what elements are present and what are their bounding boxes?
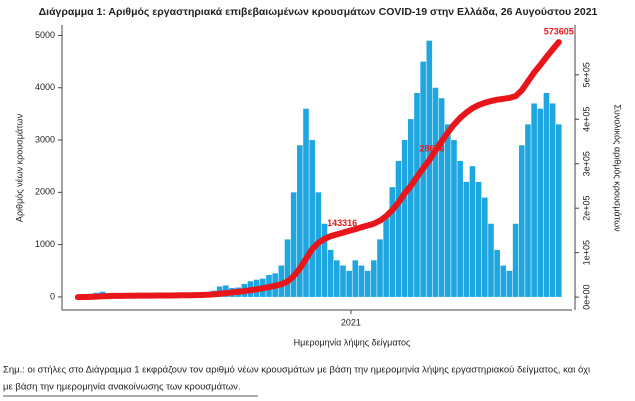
y2-tick-label: 3e+05	[581, 151, 591, 176]
bar	[438, 98, 445, 297]
bar	[408, 119, 414, 297]
bar	[401, 140, 408, 297]
bar	[481, 197, 488, 297]
bar	[327, 249, 334, 297]
bar	[395, 160, 402, 297]
cumulative-line	[74, 39, 562, 301]
bar	[389, 187, 396, 297]
bar	[525, 124, 531, 297]
bar	[555, 124, 562, 297]
bar	[414, 92, 420, 297]
bar	[494, 249, 500, 297]
bar	[383, 218, 389, 297]
bar	[358, 265, 365, 297]
bar	[364, 270, 371, 297]
note-line: Σημ.: οι στήλες στο Διάγραμμα 1 εκφράζου…	[3, 365, 590, 376]
bar	[445, 124, 451, 297]
bar	[451, 140, 457, 297]
y-tick-label: 0	[50, 291, 55, 301]
y-tick-label: 2000	[35, 187, 55, 197]
annotation: 143316	[327, 218, 357, 228]
x-tick-label: 2021	[341, 317, 361, 327]
note-line: με βάση την ημερομηνία ανακοίνωσης των κ…	[3, 382, 241, 393]
bar	[549, 103, 556, 297]
bar	[334, 260, 340, 297]
y-tick-label: 5000	[35, 30, 55, 40]
bar	[340, 265, 346, 297]
bar	[457, 160, 463, 297]
bar	[297, 145, 303, 297]
bar	[346, 270, 352, 297]
bar	[537, 108, 544, 297]
bar	[475, 181, 482, 297]
annotation: 28676	[419, 144, 444, 154]
y2-tick-label: 4e+05	[581, 107, 591, 132]
y2-tick-label: 1e+05	[581, 240, 591, 265]
y2-tick-label: 5e+05	[581, 62, 591, 87]
bar	[290, 192, 297, 297]
y2-tick-label: 0e+00	[581, 284, 591, 309]
bar	[426, 40, 433, 297]
bar	[303, 108, 309, 297]
bar	[506, 270, 513, 297]
bar	[469, 166, 476, 297]
y2-tick-label: 2e+05	[581, 196, 591, 221]
bar	[432, 87, 439, 297]
annotation: 573605	[544, 26, 574, 36]
y-tick-label: 1000	[35, 239, 55, 249]
y2-axis-label: Συνολικός αριθμός κρουσμάτων	[613, 104, 623, 232]
bar	[488, 223, 494, 297]
x-axis-label: Ημερομηνία λήψης δείγματος	[294, 337, 411, 347]
bar	[512, 223, 519, 297]
bar	[420, 61, 426, 297]
bar	[352, 260, 359, 297]
bar	[531, 103, 537, 297]
y-tick-label: 3000	[35, 134, 55, 144]
chart-title: Διάγραμμα 1: Αριθμός εργαστηριακά επιβεβ…	[39, 6, 598, 18]
bar	[377, 239, 383, 297]
bar	[500, 265, 507, 297]
y-axis-label: Αριθμός νέων κρουσμάτων	[14, 113, 24, 222]
bar	[309, 140, 315, 297]
bar	[518, 145, 525, 297]
bar	[543, 92, 550, 297]
bar	[321, 223, 328, 297]
bar	[463, 181, 470, 297]
bar	[284, 239, 291, 297]
y-tick-label: 4000	[35, 82, 55, 92]
bar	[371, 260, 377, 297]
